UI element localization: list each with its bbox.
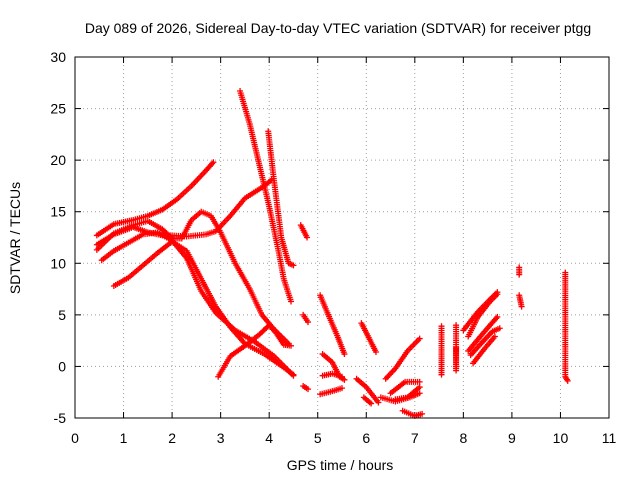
y-tick-label: 25 [50,101,66,117]
data-point [339,385,345,392]
data-point [372,348,379,355]
x-tick-label: 10 [553,430,569,446]
data-point [341,351,348,358]
data-point [416,384,423,391]
data-point [341,376,348,383]
x-tick-label: 3 [217,430,225,446]
x-tick-label: 9 [508,430,516,446]
data-point [516,271,523,278]
y-tick-label: 20 [50,152,66,168]
data-point [453,344,460,351]
data-point [494,289,501,296]
data-point [416,390,423,397]
y-tick-label: 30 [50,49,66,65]
data-point [304,234,311,241]
x-tick-label: 6 [362,430,370,446]
data-point [496,325,503,332]
data-point [564,377,571,384]
data-point [416,335,423,342]
x-tick-label: 8 [459,430,467,446]
chart-title: Day 089 of 2026, Sidereal Day-to-day VTE… [85,20,591,36]
data-point [288,342,295,349]
y-tick-label: -5 [54,410,67,426]
x-tick-label: 11 [602,430,617,446]
grid [74,56,610,419]
data-point [375,399,382,406]
x-tick-label: 5 [314,430,322,446]
y-tick-label: 15 [50,204,66,220]
data-point [491,333,498,340]
y-tick-label: 5 [58,307,66,323]
data-point [210,159,217,166]
data-point [518,303,525,310]
data-point [368,400,375,407]
data-point [305,319,312,326]
x-tick-label: 2 [168,430,176,446]
x-tick-label: 4 [265,430,273,446]
y-axis-label: SDTVAR / TECUs [7,182,23,294]
data-point [438,371,445,378]
data-points [93,88,571,419]
x-tick-label: 1 [120,430,128,446]
data-point [288,298,295,305]
y-tick-label: 10 [50,255,66,271]
data-point [339,373,345,380]
x-tick-label: 0 [71,430,79,446]
data-point [494,313,501,320]
data-point [290,262,297,269]
data-point [290,371,297,378]
x-axis-label: GPS time / hours [287,457,394,473]
data-point [305,386,312,393]
y-tick-label: 0 [58,358,66,374]
data-point [416,378,423,385]
data-point [419,410,426,417]
axis-ticks [74,56,610,419]
plot-frame [74,56,610,419]
x-tick-label: 7 [411,430,419,446]
